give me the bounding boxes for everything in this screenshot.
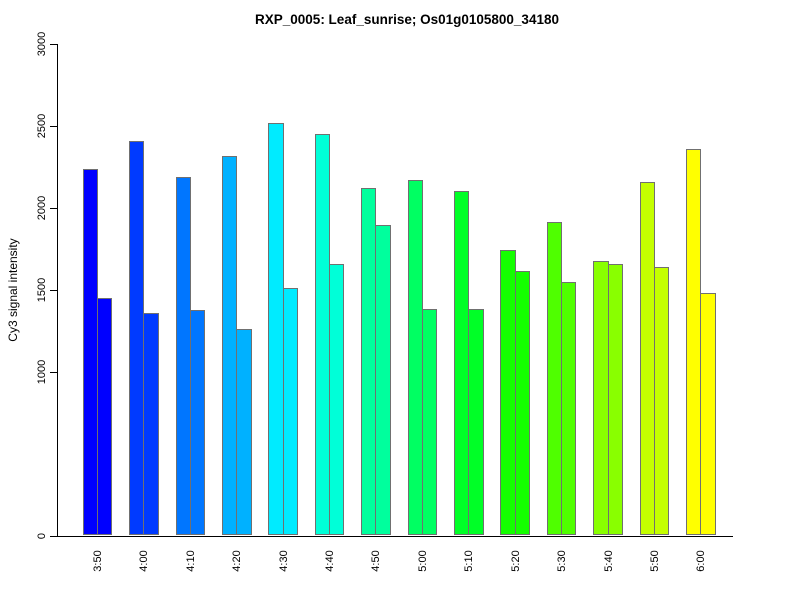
y-tick-label: 1000 bbox=[36, 359, 48, 384]
bar-5:30-bar1 bbox=[546, 221, 563, 536]
bar-6:00-bar1 bbox=[686, 148, 702, 536]
x-tick-label: 4:00 bbox=[138, 550, 151, 572]
bar-3:50-bar1 bbox=[82, 168, 98, 536]
bar-5:00-bar1 bbox=[407, 179, 423, 536]
x-axis-line bbox=[57, 535, 733, 537]
y-axis-line bbox=[57, 44, 58, 536]
bar-4:20-bar2 bbox=[236, 329, 252, 536]
x-tick-label: 5:10 bbox=[463, 550, 476, 572]
y-tick-label: 1500 bbox=[36, 277, 48, 302]
bar-4:10-bar1 bbox=[175, 176, 191, 536]
y-tick-label: 2000 bbox=[36, 195, 48, 221]
bar-5:40-bar2 bbox=[607, 264, 623, 536]
x-tick-label: 3:50 bbox=[92, 550, 104, 572]
chart-title: RXP_0005: Leaf_sunrise; Os01g0105800_341… bbox=[255, 12, 559, 27]
x-tick-label: 5:20 bbox=[509, 550, 522, 572]
y-tick-label: 2500 bbox=[36, 113, 48, 139]
x-tick-label: 5:30 bbox=[556, 550, 569, 572]
bar-5:10-bar2 bbox=[468, 309, 484, 536]
bar-3:50-bar2 bbox=[97, 297, 113, 536]
y-axis-title: Cy3 signal intensity bbox=[6, 238, 20, 342]
x-tick-label: 4:50 bbox=[370, 550, 383, 572]
y-tick-mark bbox=[50, 207, 57, 209]
bar-5:10-bar1 bbox=[453, 190, 470, 536]
bar-4:20-bar1 bbox=[221, 156, 238, 536]
bar-4:50-bar1 bbox=[361, 188, 377, 536]
bar-5:50-bar2 bbox=[653, 266, 670, 536]
bar-4:00-bar1 bbox=[129, 140, 145, 536]
bar-5:20-bar1 bbox=[500, 249, 516, 536]
x-tick-label: 5:40 bbox=[602, 550, 615, 572]
bar-5:50-bar1 bbox=[639, 181, 655, 536]
y-tick-mark bbox=[50, 289, 57, 291]
x-tick-label: 6:00 bbox=[695, 550, 708, 572]
bar-4:10-bar2 bbox=[189, 310, 206, 536]
y-tick-label: 0 bbox=[36, 532, 48, 539]
bar-6:00-bar2 bbox=[700, 293, 716, 536]
bar-4:40-bar2 bbox=[329, 263, 345, 536]
bar-5:30-bar2 bbox=[561, 282, 577, 536]
x-tick-label: 4:20 bbox=[231, 550, 244, 572]
x-tick-label: 4:30 bbox=[277, 550, 290, 572]
bar-5:20-bar2 bbox=[514, 270, 530, 536]
bar-4:40-bar1 bbox=[314, 134, 331, 536]
bar-5:00-bar2 bbox=[421, 309, 438, 536]
bar-5:40-bar1 bbox=[593, 261, 609, 536]
bar-4:50-bar2 bbox=[375, 225, 391, 536]
y-tick-mark bbox=[50, 535, 57, 537]
x-tick-label: 4:40 bbox=[324, 550, 337, 572]
y-tick-mark bbox=[50, 44, 57, 45]
x-tick-label: 5:50 bbox=[648, 550, 661, 572]
bar-4:30-bar2 bbox=[282, 288, 298, 536]
bar-4:30-bar1 bbox=[268, 123, 284, 536]
y-tick-label: 3000 bbox=[36, 31, 48, 57]
x-tick-label: 5:00 bbox=[416, 550, 429, 572]
bar-4:00-bar2 bbox=[143, 312, 159, 536]
y-tick-mark bbox=[50, 125, 57, 127]
y-tick-mark bbox=[50, 371, 57, 373]
x-tick-label: 4:10 bbox=[184, 550, 197, 572]
